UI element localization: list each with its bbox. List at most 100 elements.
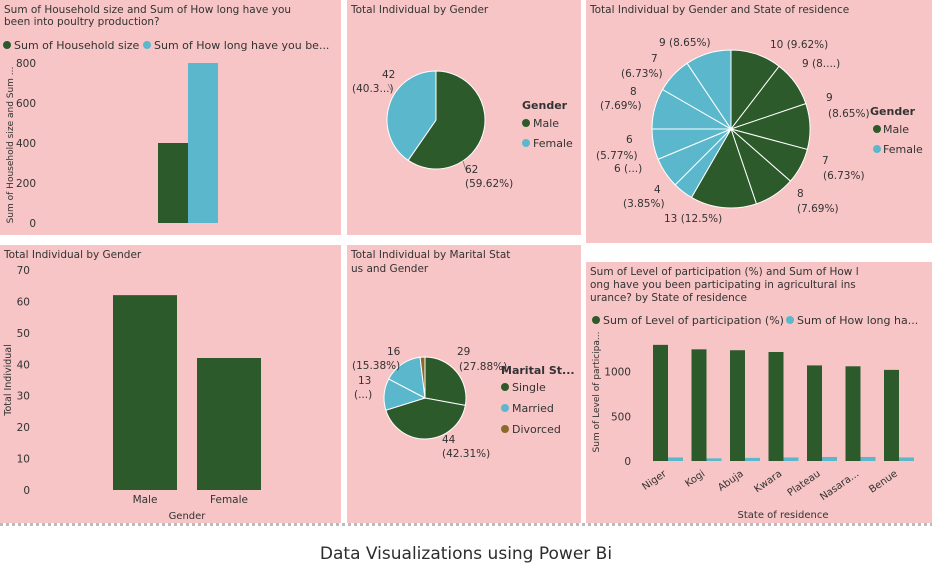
- y-tick-label: 70: [17, 265, 30, 277]
- pie-data-label: (6.73%): [823, 170, 865, 182]
- pie-data-label: (42.31%): [442, 448, 490, 460]
- chart-participation-state[interactable]: Sum of Level of participation (%) and Su…: [586, 262, 932, 523]
- bar-female[interactable]: [197, 358, 261, 490]
- legend-title: Gender: [522, 99, 568, 112]
- x-tick-label: Female: [210, 494, 248, 506]
- chart-gender-state-pie[interactable]: Total Individual by Gender and State of …: [586, 0, 932, 243]
- pie-data-label: 7: [651, 53, 658, 65]
- y-tick-label: 800: [16, 58, 36, 70]
- legend-swatch: [873, 145, 881, 153]
- legend-label: Female: [883, 143, 923, 156]
- bar-participation[interactable]: [845, 366, 861, 461]
- chart-title: Total Individual by Marital Stat: [350, 249, 510, 261]
- chart-title: urance? by State of residence: [590, 292, 747, 304]
- bar-years[interactable]: [860, 456, 876, 461]
- c3-svg: Total Individual by Gender and State of …: [589, 4, 923, 225]
- chart-title: Sum of Household size and Sum of How lon…: [4, 4, 291, 16]
- x-tick-label: Kogi: [683, 468, 707, 489]
- pie-slice-single[interactable]: [385, 397, 466, 440]
- c6-svg: Sum of Level of participation (%) and Su…: [590, 266, 918, 521]
- legend-swatch: [522, 119, 530, 127]
- pie-data-label: (59.62%): [465, 178, 513, 190]
- x-tick-label: Nasara...: [818, 468, 861, 503]
- y-axis-label: Sum of Household size and Sum ...: [6, 67, 16, 224]
- bar-participation[interactable]: [884, 369, 899, 461]
- y-tick-label: 20: [17, 422, 30, 434]
- y-tick-label: 10: [17, 454, 30, 466]
- pie-slice-single[interactable]: [424, 356, 467, 406]
- y-tick-label: 60: [17, 296, 30, 308]
- pie-slice-male[interactable]: [690, 127, 758, 209]
- bar-participation[interactable]: [653, 344, 668, 461]
- chart-household-poultry[interactable]: Sum of Household size and Sum of How lon…: [0, 0, 341, 235]
- pie-data-label: 29: [457, 346, 470, 358]
- chart-gender-pie[interactable]: Total Individual by Gender 62 (59.62%) 42 (4…: [347, 0, 581, 235]
- y-tick-label: 30: [17, 391, 30, 403]
- pie-slice-male[interactable]: [407, 70, 486, 170]
- pie-data-label: 62: [465, 164, 478, 176]
- chart-gender-bar[interactable]: Total Individual by Gender 0 10 20 30 40 50 60 7…: [0, 245, 341, 523]
- bar-years[interactable]: [706, 458, 722, 461]
- y-tick-label: 400: [16, 138, 36, 150]
- pie-slice-female[interactable]: [686, 49, 732, 131]
- pie-data-label: 16: [387, 346, 401, 358]
- x-tick-label: Abuja: [716, 468, 746, 493]
- pie-data-label: 9: [826, 92, 833, 104]
- pie-data-label: 9 (8.65%): [659, 37, 711, 49]
- pie-data-label: (6.73%): [621, 68, 663, 80]
- pie-slice-female[interactable]: [386, 70, 437, 162]
- bar-participation[interactable]: [730, 350, 745, 461]
- legend-label: Single: [512, 381, 546, 394]
- bar-participation[interactable]: [807, 365, 822, 461]
- x-axis-label: State of residence: [738, 510, 829, 521]
- legend-label: Male: [533, 117, 559, 130]
- bar-years[interactable]: [745, 457, 760, 461]
- y-tick-label: 40: [17, 359, 30, 371]
- pie-data-label: 10 (9.62%): [770, 39, 828, 51]
- pie-data-label: (7.69%): [600, 100, 642, 112]
- chart-title: Total Individual by Gender: [350, 4, 489, 16]
- legend-label: Sum of Household size: [14, 39, 140, 52]
- legend-swatch: [501, 383, 509, 391]
- pie-data-label: 6: [626, 134, 633, 146]
- y-tick-label: 1000: [604, 367, 631, 379]
- bar-male[interactable]: [113, 295, 177, 490]
- legend-label: Male: [883, 123, 909, 136]
- legend-swatch: [501, 425, 509, 433]
- chart-title: Total Individual by Gender: [3, 249, 142, 261]
- legend-title: Gender: [870, 105, 916, 118]
- x-tick-label: Kwara: [752, 468, 784, 495]
- chart-marital-pie[interactable]: Total Individual by Marital Stat us and G…: [347, 245, 581, 523]
- bar-participation[interactable]: [768, 352, 784, 461]
- chart-title: Total Individual by Gender and State of …: [589, 4, 849, 16]
- y-tick-label: 50: [17, 328, 30, 340]
- x-tick-label: Plateau: [786, 468, 823, 499]
- y-axis-label: Sum of Level of participa...: [592, 332, 602, 453]
- y-axis-label: Total Individual: [3, 344, 14, 416]
- bar-poultry-years[interactable]: [188, 63, 218, 223]
- y-tick-label: 600: [16, 98, 36, 110]
- bar-years[interactable]: [899, 457, 914, 461]
- pie-data-label: 13 (12.5%): [664, 213, 722, 225]
- bar-years[interactable]: [822, 456, 837, 461]
- chart-title: ong have you been participating in agric…: [590, 279, 856, 291]
- x-axis-label: Gender: [169, 511, 207, 522]
- y-tick-label: 500: [611, 411, 631, 423]
- bar-household-size[interactable]: [158, 143, 188, 223]
- legend-label: Sum of How long have you be...: [154, 39, 329, 52]
- bar-participation[interactable]: [691, 349, 707, 461]
- pie-data-label: (15.38%): [352, 360, 400, 372]
- c5-svg: Total Individual by Marital Stat us and G…: [350, 249, 575, 460]
- pie-data-label: 44: [442, 434, 456, 446]
- pie-data-label: 6 (...): [614, 163, 642, 175]
- c4-svg: Total Individual by Gender 0 10 20 30 40 50 60 7…: [3, 249, 261, 522]
- chart-title: been into poultry production?: [4, 16, 160, 28]
- legend-label: Sum of How long ha...: [797, 314, 918, 327]
- legend-swatch: [592, 316, 600, 324]
- y-tick-label: 0: [29, 218, 36, 230]
- pie-data-label: 9 (8....): [802, 58, 840, 70]
- legend-label: Sum of Level of participation (%): [603, 314, 784, 327]
- bar-years[interactable]: [668, 457, 683, 461]
- pie-slice-divorced[interactable]: [419, 356, 426, 399]
- bar-years[interactable]: [783, 457, 799, 461]
